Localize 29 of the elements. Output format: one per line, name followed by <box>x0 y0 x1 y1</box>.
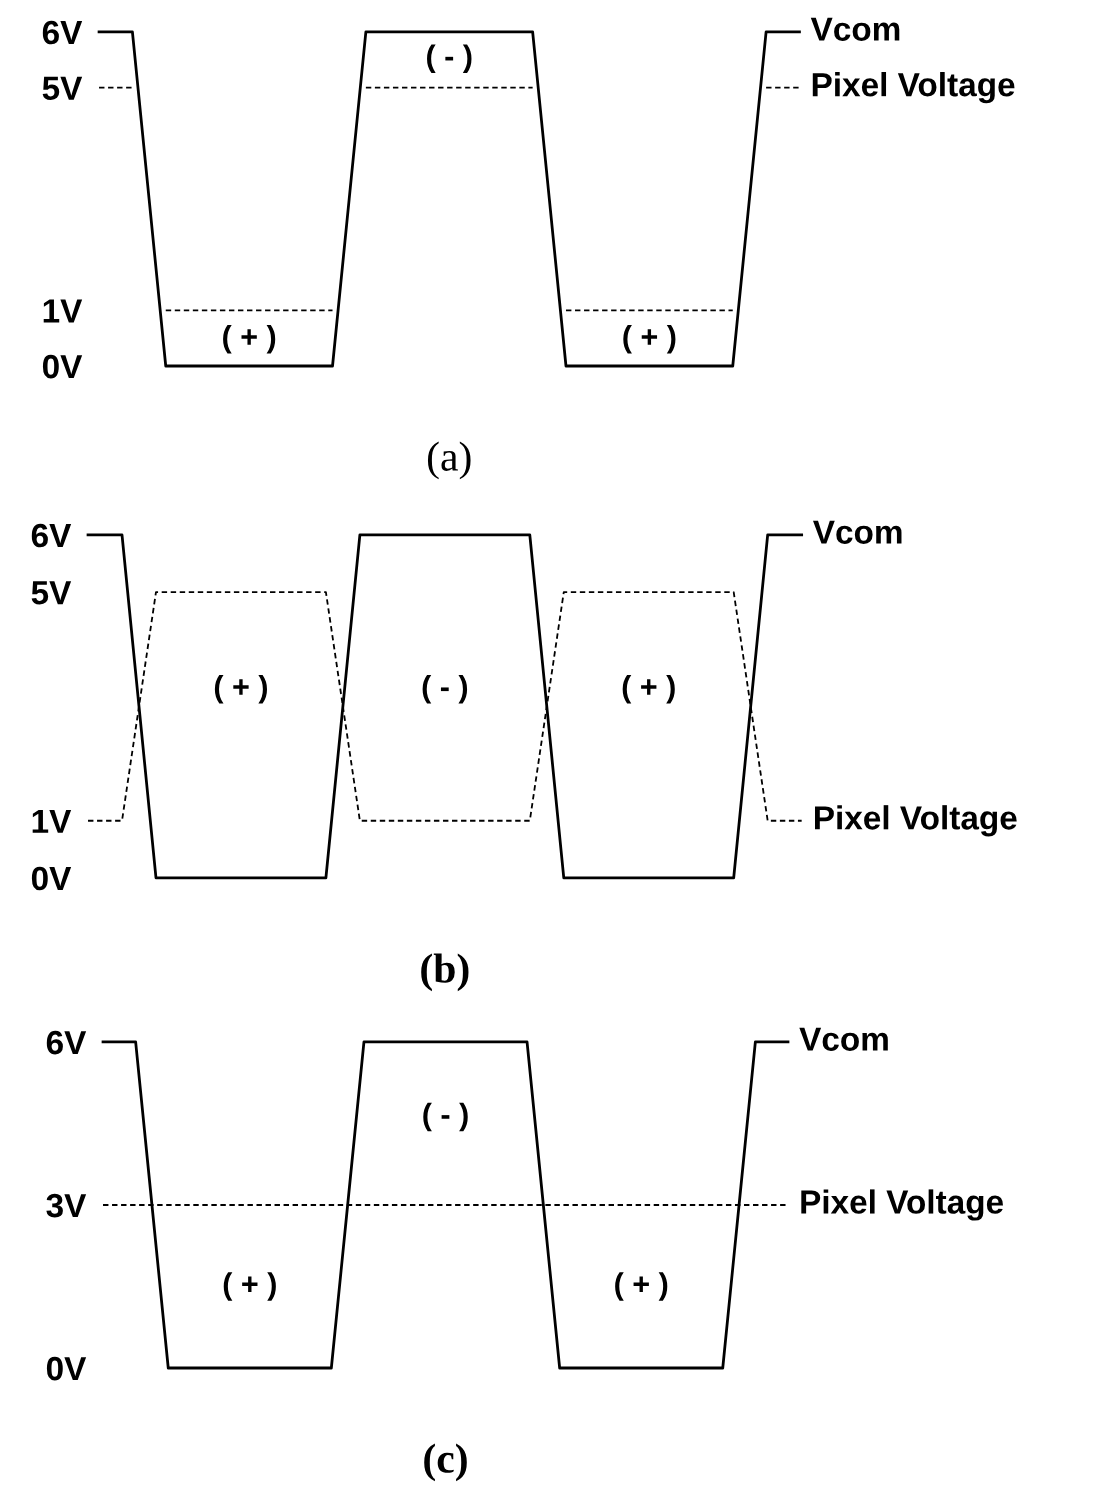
y-tick-label: 5V <box>31 581 72 605</box>
series-label: Vcom <box>813 520 902 544</box>
y-tick-label: 6V <box>31 523 72 548</box>
y-tick-label: 0V <box>42 354 83 379</box>
series-label: Pixel Voltage <box>801 1189 1003 1221</box>
y-tick-label: 1V <box>32 809 72 833</box>
annotation: ( + ) <box>223 1272 276 1301</box>
series-label: Pixel Voltage <box>815 805 1017 837</box>
annotation: ( + ) <box>223 325 276 354</box>
y-tick-label: 6V <box>42 20 83 45</box>
series-label: Vcom <box>799 1027 888 1051</box>
y-tick-label: 6V <box>46 1030 87 1055</box>
text: (c) <box>424 1443 467 1482</box>
series-label: Pixel Voltage <box>812 72 1015 104</box>
y-tick-label: 1V <box>43 299 83 323</box>
annotation: ( + ) <box>623 325 676 354</box>
y-tick-label: 0V <box>46 1356 87 1381</box>
text: (b) <box>421 953 469 992</box>
y-tick-label: 5V <box>42 76 83 101</box>
y-tick-label: 3V <box>46 1193 87 1218</box>
annotation: ( + ) <box>214 675 268 704</box>
annotation: ( - ) <box>427 44 472 73</box>
text: (a) <box>427 441 471 480</box>
annotation: ( + ) <box>615 1272 668 1301</box>
annotation: ( + ) <box>622 675 675 704</box>
series-label: Vcom <box>810 17 900 41</box>
annotation: ( - ) <box>422 675 468 704</box>
annotation: ( - ) <box>423 1102 468 1132</box>
y-tick-label: 0V <box>31 866 72 891</box>
